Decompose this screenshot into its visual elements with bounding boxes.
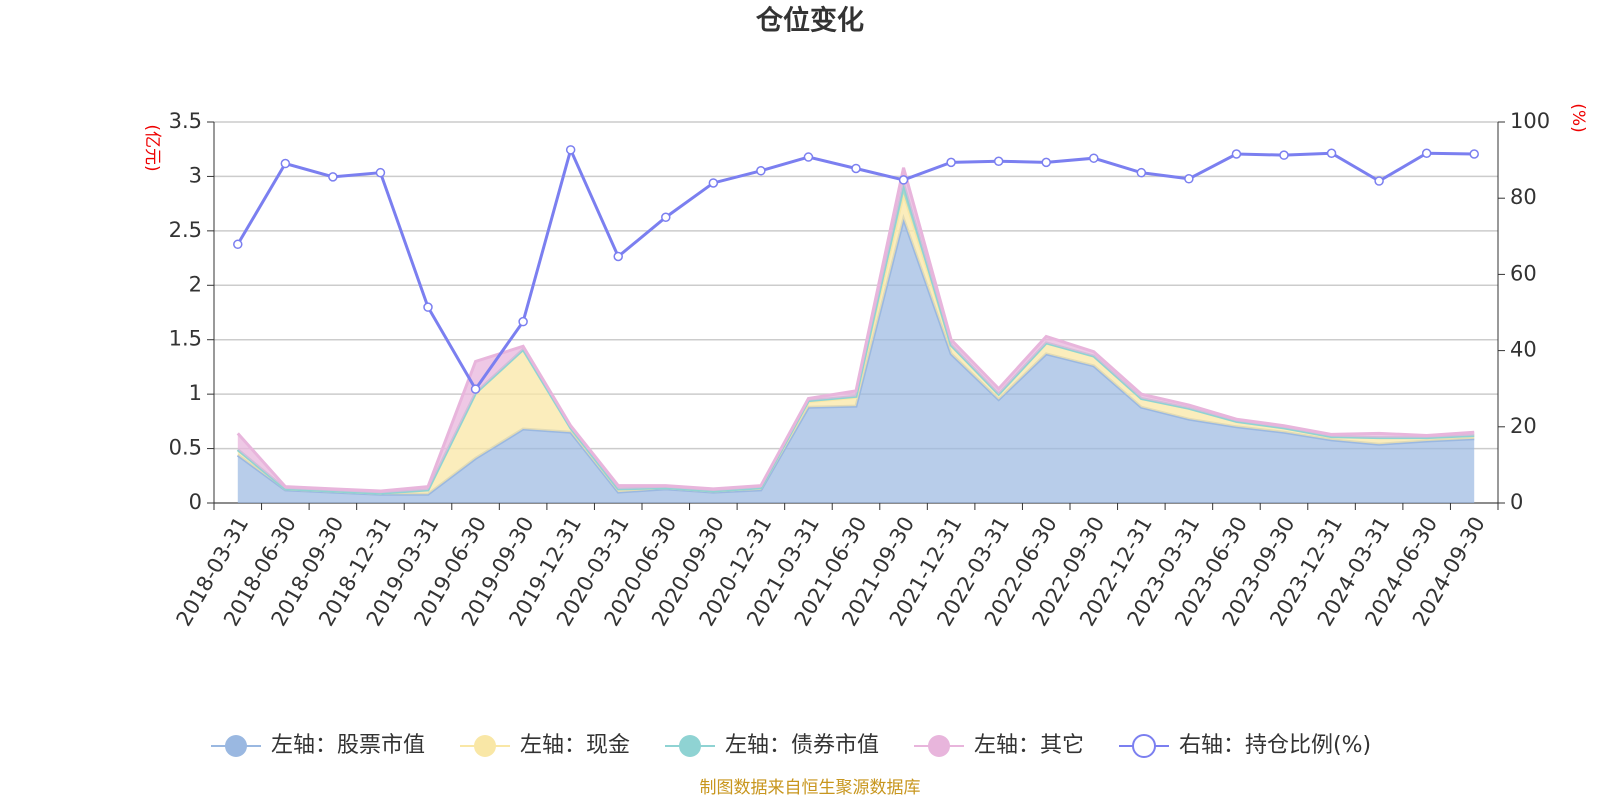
y-tick-label: 1.5 [169, 327, 202, 351]
legend-icon [679, 735, 701, 757]
y2-tick-label: 100 [1510, 109, 1550, 133]
legend-label: 左轴：其它 [974, 733, 1084, 758]
ratio-point [1089, 153, 1099, 163]
y-tick-label: 2 [189, 272, 202, 296]
legend-icon [1132, 734, 1156, 758]
y-tick-label: 2.5 [169, 218, 202, 242]
y-tick-label: 0 [189, 490, 202, 514]
ratio-point [1041, 157, 1051, 168]
ratio-point [233, 239, 243, 250]
ratio-point [1231, 149, 1242, 159]
ratio-point [851, 163, 861, 174]
ratio-point [565, 145, 576, 155]
ratio-point [1184, 174, 1194, 184]
ratio-point [518, 316, 528, 327]
ratio-point [613, 251, 623, 262]
y-tick-label: 0.5 [169, 436, 202, 460]
ratio-point [993, 156, 1004, 166]
ratio-point [1469, 149, 1479, 159]
ratio-point [1136, 167, 1147, 178]
ratio-point [661, 212, 671, 222]
ratio-point [1326, 148, 1337, 158]
legend-icon [474, 735, 496, 757]
y-tick-label: 3.5 [169, 109, 202, 133]
ratio-point [898, 175, 909, 185]
y-tick-label: 1 [189, 381, 202, 405]
y2-tick-label: 40 [1510, 338, 1537, 362]
ratio-point [375, 167, 386, 178]
legend-label: 左轴：股票市值 [271, 733, 425, 758]
area [237, 193, 1475, 495]
ratio-point [803, 152, 814, 162]
ratio-point [756, 166, 766, 176]
ratio-point [946, 157, 956, 168]
legend-icon [928, 735, 950, 757]
y2-tick-label: 80 [1510, 185, 1537, 209]
y2-axis-label: (%) [1568, 103, 1588, 132]
legend-label: 右轴：持仓比例(%) [1179, 733, 1371, 758]
y2-tick-label: 60 [1510, 261, 1537, 285]
ratio-point [1279, 150, 1289, 160]
chart-title: 仓位变化 [755, 5, 864, 37]
ratio-point [708, 178, 719, 188]
area [237, 218, 1475, 503]
ratio-point [470, 384, 481, 394]
ratio-point [1374, 176, 1384, 186]
y2-tick-label: 20 [1510, 414, 1537, 438]
source-note: 制图数据来自恒生聚源数据库 [700, 778, 921, 798]
legend-label: 左轴：现金 [520, 733, 630, 758]
ratio-point [423, 302, 433, 312]
ratio-point [1421, 148, 1432, 158]
ratio-line [236, 145, 1475, 392]
y-axis-label: (亿元) [142, 124, 162, 171]
ratio-point [280, 158, 291, 169]
area-line [236, 167, 1475, 493]
ratio-point [328, 172, 338, 182]
legend-icon [225, 735, 247, 757]
y2-tick-label: 0 [1510, 490, 1523, 514]
legend-label: 左轴：债券市值 [725, 733, 879, 758]
y-tick-label: 3 [189, 163, 202, 187]
